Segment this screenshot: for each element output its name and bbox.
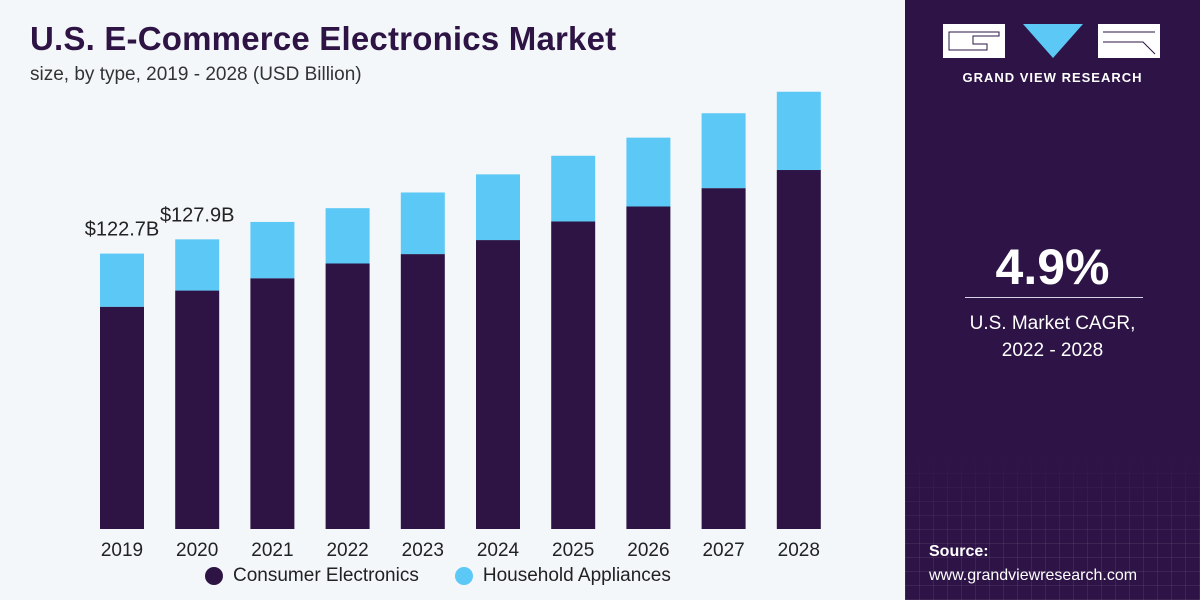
- x-tick-label: 2028: [778, 540, 820, 561]
- bar-2028-consumer: [776, 170, 821, 530]
- legend-label-household: Household Appliances: [482, 565, 671, 586]
- x-tick-label: 2020: [176, 540, 218, 561]
- bar-2020-consumer: [175, 290, 220, 529]
- bar-2026-consumer: [626, 206, 671, 529]
- bar-2019-household: [100, 253, 144, 307]
- x-tick-label: 2019: [101, 540, 143, 561]
- bar-2026-household: [626, 137, 671, 207]
- sidebar-panel: GRAND VIEW RESEARCH 4.9% U.S. Market CAG…: [905, 0, 1200, 600]
- bar-2023-household: [400, 192, 445, 255]
- x-tick-label: 2021: [251, 540, 293, 561]
- legend-swatch-consumer: [205, 567, 223, 585]
- bar-2025-household: [551, 155, 596, 222]
- x-tick-label: 2026: [627, 540, 669, 561]
- legend-swatch-household: [454, 567, 473, 585]
- legend-item-household: Household Appliances: [454, 565, 671, 587]
- x-tick-label: 2027: [702, 540, 744, 561]
- bar-2021-household: [250, 221, 295, 279]
- brand-name: GRAND VIEW RESEARCH: [962, 70, 1143, 85]
- cagr-divider: [965, 297, 1143, 298]
- cagr-value: 4.9%: [995, 239, 1110, 295]
- bar-2024-household: [476, 174, 520, 241]
- legend-item-consumer: Consumer Electronics: [205, 565, 419, 587]
- chart-area: U.S. E-Commerce Electronics Market size,…: [30, 20, 821, 587]
- bar-2022-household: [325, 208, 370, 264]
- bar-2024-consumer: [476, 240, 520, 529]
- cagr-label-line1: U.S. Market CAGR,: [969, 313, 1136, 334]
- bar-2021-consumer: [250, 278, 295, 529]
- chart-title: U.S. E-Commerce Electronics Market: [30, 20, 617, 57]
- bar-2020-household: [175, 239, 220, 291]
- bar-2022-consumer: [325, 263, 370, 529]
- data-label-2020: $127.9B: [160, 204, 235, 226]
- cagr-label: U.S. Market CAGR, 2022 - 2028: [905, 310, 1200, 364]
- bar-2019-consumer: [100, 306, 144, 529]
- source-url[interactable]: www.grandviewresearch.com: [929, 567, 1138, 584]
- x-tick-label: 2025: [552, 540, 594, 561]
- decorative-grid: [905, 450, 1200, 600]
- source-title: Source:: [929, 543, 989, 560]
- cagr-label-line2: 2022 - 2028: [1001, 340, 1104, 361]
- x-tick-label: 2024: [477, 540, 520, 561]
- bar-2028-household: [776, 91, 821, 171]
- bar-2027-household: [701, 113, 746, 189]
- chart-legend: Consumer Electronics Household Appliance…: [205, 565, 707, 587]
- bar-chart: 2019 $122.7B 2020 $127.9B 2021 2022 2023 2024 20…: [85, 91, 821, 561]
- x-tick-label: 2023: [402, 540, 444, 561]
- bar-2023-consumer: [400, 254, 445, 529]
- chart-subtitle: size, by type, 2019 - 2028 (USD Billion): [30, 64, 362, 85]
- x-tick-label: 2022: [326, 540, 368, 561]
- gvr-logo-icon: [943, 24, 1160, 58]
- legend-label-consumer: Consumer Electronics: [233, 565, 419, 586]
- bar-2027-consumer: [701, 188, 746, 529]
- data-label-2019: $122.7B: [85, 219, 160, 241]
- bar-2025-consumer: [551, 221, 596, 529]
